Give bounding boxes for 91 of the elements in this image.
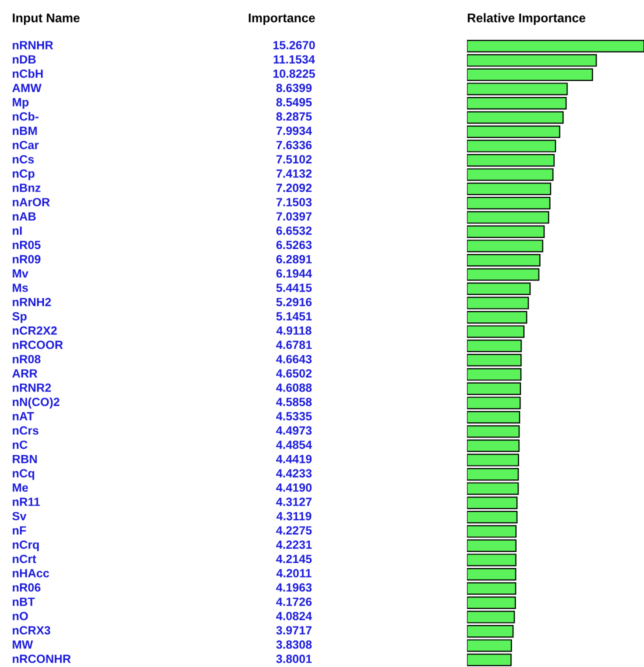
y-tick-label: nCrt <box>12 554 36 564</box>
y-tick-label: Ms <box>12 284 28 292</box>
data-label: 7.4132 <box>276 169 312 178</box>
y-tick-label: nCRX3 <box>12 626 50 635</box>
data-label: 7.6336 <box>276 140 312 150</box>
data-label: 4.4190 <box>276 483 312 492</box>
data-label: 4.2011 <box>276 569 312 578</box>
y-tick-label: nRNHR <box>12 41 54 50</box>
y-axis-title: Input Name <box>12 14 80 25</box>
data-label: 4.6781 <box>276 340 312 350</box>
y-tick-label: Mv <box>12 269 28 278</box>
y-tick-label: nDB <box>12 55 36 64</box>
x-axis-title: Relative Importance <box>468 13 586 25</box>
y-tick-label: nCs <box>12 155 34 164</box>
y-tick-label: nCb- <box>12 112 38 121</box>
y-tick-label: nCrq <box>12 540 39 552</box>
y-tick-label: nO <box>12 612 28 620</box>
data-label: 4.4233 <box>276 469 312 478</box>
y-tick-label: Mp <box>12 98 29 109</box>
data-label: 4.2275 <box>276 526 312 535</box>
data-label: 4.6502 <box>276 369 312 378</box>
y-tick-label: nCp <box>12 169 34 180</box>
data-label: 4.9118 <box>276 326 312 335</box>
y-tick-label: nRCONHR <box>12 654 71 664</box>
data-label: 3.8001 <box>276 654 312 664</box>
text: Importance <box>248 14 315 25</box>
data-label: 4.3127 <box>276 498 312 506</box>
data-label: 4.6643 <box>276 354 312 364</box>
y-tick-label: nBT <box>12 598 35 606</box>
y-tick-label: nBnz <box>12 184 40 192</box>
y-tick-label: nF <box>12 526 26 534</box>
data-label: 6.1944 <box>276 269 312 278</box>
data-label: 4.2231 <box>276 540 312 549</box>
y-tick-label: nR09 <box>12 255 40 264</box>
y-tick-label: nCbH <box>12 69 43 78</box>
data-label: 7.0397 <box>276 212 312 221</box>
y-tick-label: nRCOOR <box>12 340 63 350</box>
data-label: 8.6399 <box>276 84 312 92</box>
data-label: 7.1503 <box>276 198 312 206</box>
data-label: 7.9934 <box>276 126 312 135</box>
y-tick-label: nR11 <box>12 498 40 506</box>
y-tick-label: nR08 <box>12 354 41 364</box>
data-label: 8.5495 <box>276 98 312 106</box>
data-label: 7.2092 <box>276 184 312 192</box>
y-tick-label: nCq <box>12 469 34 480</box>
y-tick-label: AMW <box>12 84 42 92</box>
y-tick-label: nRNR2 <box>12 383 51 392</box>
data-label: 7.5102 <box>276 155 312 164</box>
data-label: 5.4415 <box>276 284 312 292</box>
data-label: 4.0824 <box>276 612 312 620</box>
data-label: 4.4419 <box>276 454 312 464</box>
data-label: 6.6532 <box>276 226 312 235</box>
y-tick-label: nRNH2 <box>12 298 51 306</box>
data-label: 4.6088 <box>276 383 312 392</box>
data-label: 4.5858 <box>276 398 312 406</box>
y-tick-label: nHAcc <box>12 569 50 578</box>
data-label: 10.8225 <box>273 69 316 78</box>
data-label: 4.5335 <box>276 412 312 420</box>
data-label: 6.2891 <box>276 255 312 264</box>
y-tick-label: nR06 <box>12 583 40 592</box>
y-tick-label: RBN <box>12 454 37 464</box>
y-tick-label: nCR2X2 <box>12 326 57 335</box>
data-label: 4.2145 <box>276 554 312 564</box>
y-tick-label: nI <box>12 226 22 235</box>
y-tick-label: nC <box>12 440 28 449</box>
y-tick-label: nAT <box>12 412 34 420</box>
y-tick-label: Sv <box>12 512 26 520</box>
data-label: 4.1726 <box>276 598 312 606</box>
y-tick-label: nN(CO)2 <box>12 397 60 408</box>
y-tick-label: nArOR <box>12 198 50 206</box>
data-label: 15.2670 <box>273 40 315 50</box>
y-tick-label: nBM <box>12 126 37 135</box>
y-tick-label: nR05 <box>12 240 41 250</box>
y-tick-label: nCar <box>12 140 39 150</box>
data-label: 8.2875 <box>276 112 312 121</box>
data-label: 5.2916 <box>276 298 312 306</box>
y-tick-label: MW <box>12 640 33 649</box>
data-label: 4.4973 <box>276 426 312 435</box>
data-label: 4.4854 <box>276 440 312 449</box>
data-label: 4.1963 <box>276 583 312 592</box>
data-label: 5.1451 <box>276 312 312 320</box>
y-tick-label: nAB <box>12 212 36 220</box>
data-label: 11.1534 <box>274 55 315 64</box>
y-tick-label: ARR <box>12 369 38 378</box>
data-label: 3.8308 <box>276 640 312 649</box>
y-tick-label: nCrs <box>12 426 38 435</box>
data-label: 6.5263 <box>276 240 312 250</box>
data-label: 3.9717 <box>276 626 312 635</box>
y-tick-label: Sp <box>12 312 27 323</box>
data-label: 4.3119 <box>276 512 312 520</box>
y-tick-label: Me <box>12 484 28 492</box>
